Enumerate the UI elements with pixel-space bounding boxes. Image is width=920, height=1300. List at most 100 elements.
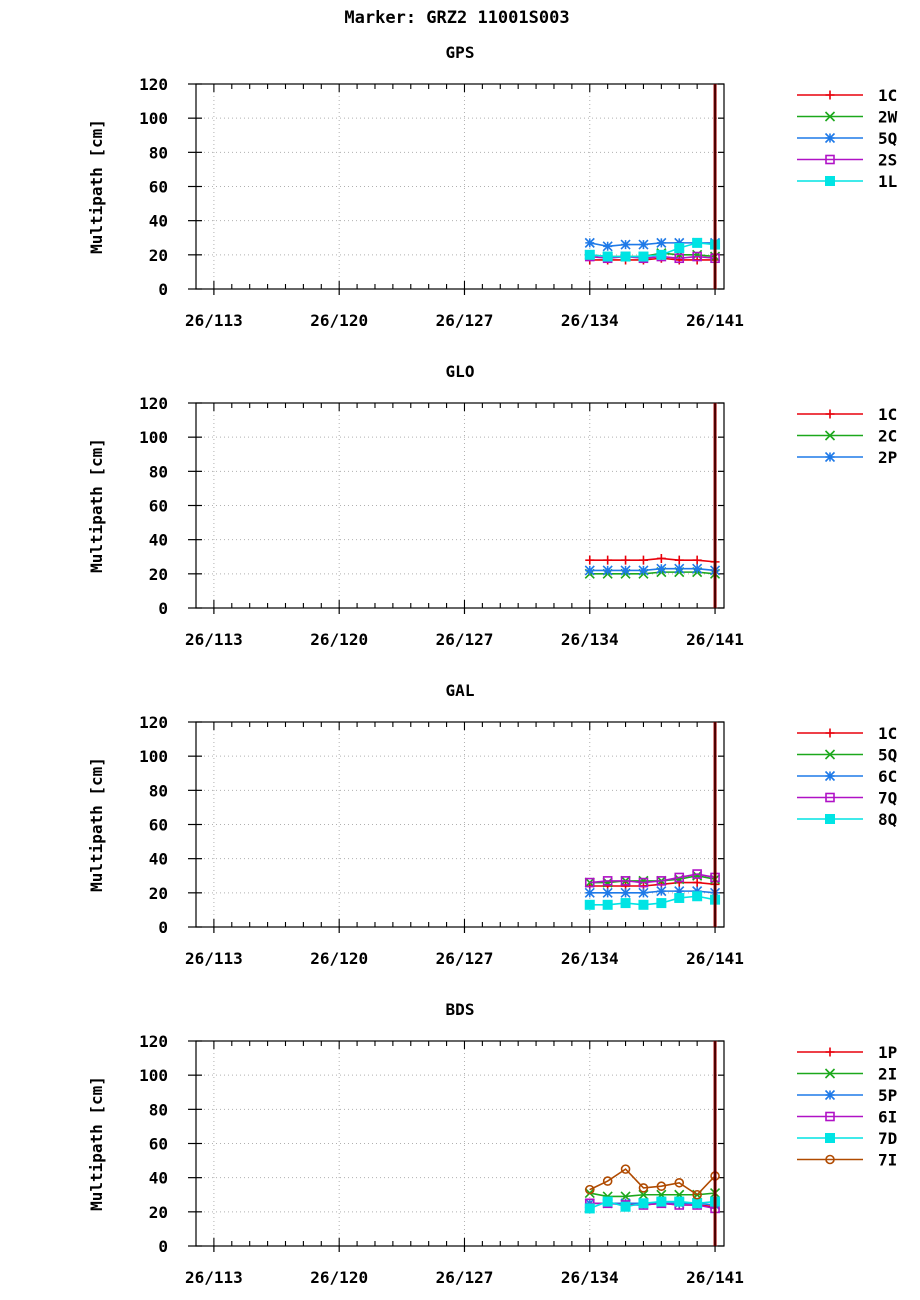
y-tick-label: 100 <box>139 1066 168 1085</box>
data-point <box>674 886 685 897</box>
data-point <box>638 565 649 576</box>
data-point <box>656 1181 667 1192</box>
legend-label: 1P <box>878 1043 897 1062</box>
data-point <box>692 251 702 262</box>
legend-entry: 6C <box>797 767 897 786</box>
data-point <box>584 899 595 910</box>
y-tick-label: 0 <box>158 599 168 618</box>
y-tick-label: 120 <box>139 1032 168 1051</box>
y-tick-label: 100 <box>139 109 168 128</box>
x-tick-label: 26/134 <box>561 630 619 649</box>
data-point <box>602 1176 613 1186</box>
data-point <box>584 1203 595 1214</box>
data-point <box>620 565 631 576</box>
legend-label: 2W <box>878 108 898 127</box>
data-point <box>620 251 631 262</box>
legend-entry: 5P <box>797 1086 897 1105</box>
legend-label: 5P <box>878 1086 897 1105</box>
legend-entry: 8Q <box>797 810 897 829</box>
series-line <box>589 873 716 884</box>
legend-label: 2P <box>878 448 897 467</box>
y-tick-label: 0 <box>158 918 168 937</box>
legend-entry: 7I <box>797 1151 897 1170</box>
legend-marker <box>824 111 836 122</box>
legend-marker <box>824 770 836 782</box>
data-point <box>674 892 685 903</box>
legend-marker <box>824 451 836 463</box>
legend-label: 5Q <box>878 129 897 148</box>
legend-marker <box>824 749 836 760</box>
x-tick-label: 26/141 <box>686 311 744 330</box>
y-tick-label: 60 <box>149 497 168 516</box>
data-point <box>585 555 595 565</box>
chart-panel-glo: GLO Multipath [cm] 0 20 40 60 80 100 120 26/113 26… <box>87 362 897 649</box>
data-point <box>674 253 685 264</box>
legend-entry: 1L <box>797 172 897 191</box>
legend-marker <box>825 176 835 186</box>
series-1L <box>584 237 721 262</box>
y-tick-label: 120 <box>139 394 168 413</box>
chart-panel-bds: BDS Multipath [cm] 0 20 40 60 80 100 120 26/113 26… <box>87 1000 897 1287</box>
x-tick-label: 26/141 <box>686 949 744 968</box>
y-tick-label: 80 <box>149 1100 168 1119</box>
legend-label: 7D <box>878 1129 897 1148</box>
legend-marker <box>825 814 835 824</box>
data-point <box>584 877 595 888</box>
data-point <box>656 563 667 574</box>
data-point <box>674 1196 685 1207</box>
data-point <box>603 555 613 565</box>
data-point <box>584 1184 595 1195</box>
legend-entry: 2C <box>797 427 897 446</box>
series-line <box>589 1192 716 1198</box>
legend-entry: 2I <box>797 1065 897 1084</box>
data-point <box>638 251 649 262</box>
y-tick-label: 80 <box>149 462 168 481</box>
series-7D <box>584 1196 721 1214</box>
x-tick-label: 26/113 <box>185 630 243 649</box>
data-point <box>584 565 595 576</box>
data-point <box>656 876 667 886</box>
y-tick-label: 60 <box>149 178 168 197</box>
x-tick-label: 26/134 <box>561 949 619 968</box>
data-point <box>638 887 649 898</box>
data-point <box>692 555 702 565</box>
legend-entry: 1C <box>797 405 897 424</box>
data-point <box>602 251 613 262</box>
data-point <box>620 876 631 886</box>
legend-marker <box>824 1089 836 1101</box>
panel-title: GAL <box>446 681 475 700</box>
y-tick-label: 80 <box>149 781 168 800</box>
x-tick-label: 26/113 <box>185 949 243 968</box>
x-tick-label: 26/127 <box>436 1268 494 1287</box>
series-line <box>589 874 716 884</box>
legend-entry: 1C <box>797 724 897 743</box>
chart-panel-gal: GAL Multipath [cm] 0 20 40 60 80 100 120 26/113 26… <box>87 681 897 968</box>
legend-entry: 2S <box>797 151 897 170</box>
y-axis-label: Multipath [cm] <box>87 757 106 892</box>
y-tick-label: 40 <box>149 531 168 550</box>
legend-marker <box>825 409 835 419</box>
data-point <box>692 869 702 879</box>
series-7I <box>584 1164 720 1200</box>
data-point <box>638 1198 649 1209</box>
legend-marker <box>824 132 836 144</box>
x-tick-label: 26/127 <box>436 311 494 330</box>
data-point <box>602 899 613 910</box>
data-point <box>692 1189 702 1200</box>
data-point <box>638 1189 649 1200</box>
y-tick-label: 0 <box>158 280 168 299</box>
data-point <box>674 243 685 253</box>
legend-marker <box>825 154 835 165</box>
data-point <box>674 563 685 574</box>
legend-marker <box>825 728 835 738</box>
legend-entry: 2W <box>797 108 898 127</box>
panel-title: GPS <box>446 43 475 62</box>
y-tick-label: 20 <box>149 565 168 584</box>
x-tick-label: 26/141 <box>686 630 744 649</box>
y-tick-label: 100 <box>139 747 168 766</box>
legend-label: 2S <box>878 151 897 170</box>
x-tick-label: 26/141 <box>686 1268 744 1287</box>
legend-entry: 5Q <box>797 746 897 765</box>
legend-label: 1C <box>878 724 897 743</box>
